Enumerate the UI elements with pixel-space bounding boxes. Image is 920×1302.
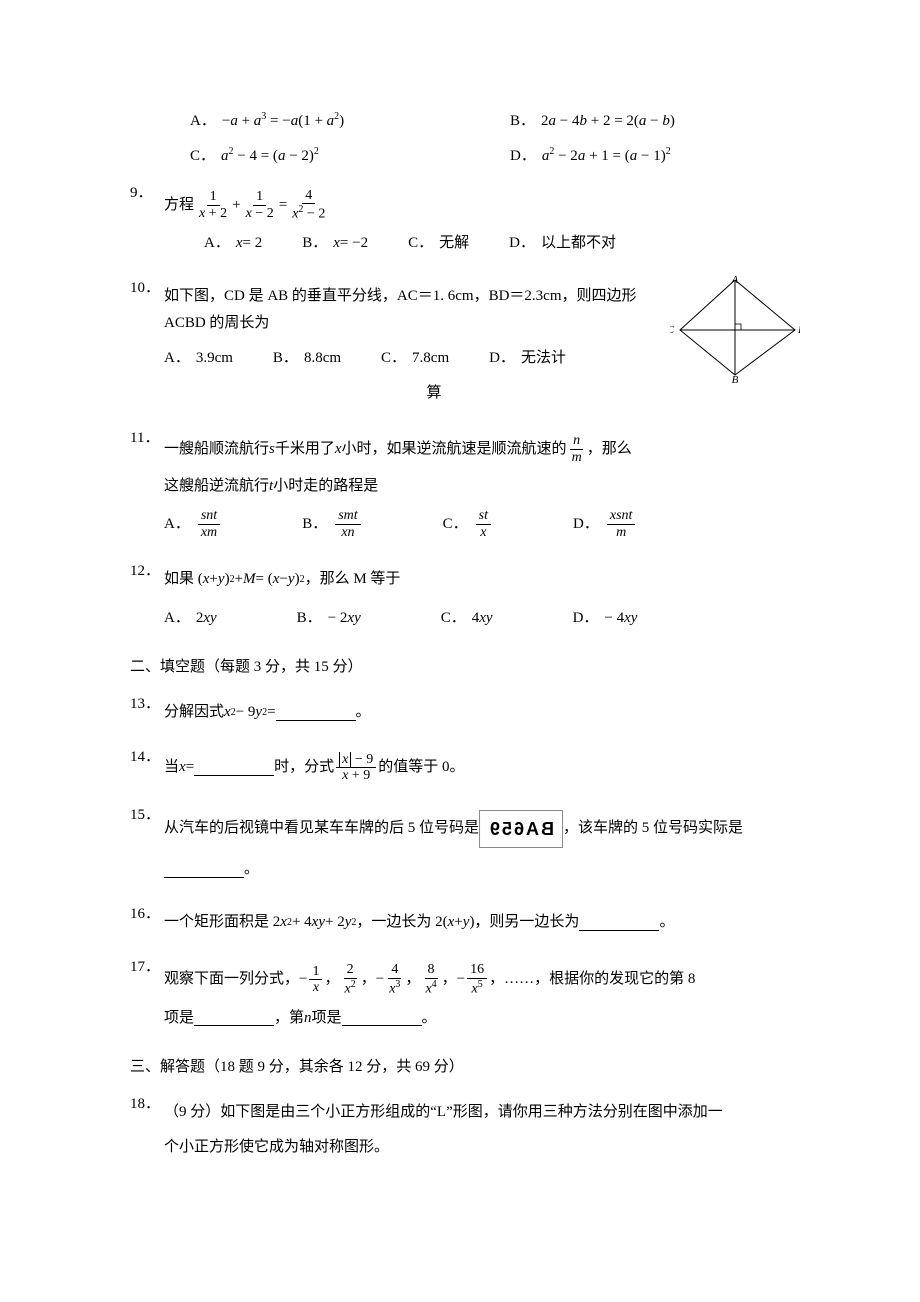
q12-options: A．2xy B．− 2xy C．4xy D．− 4xy [164,605,800,632]
q12-opt-B: B．− 2xy [297,605,361,632]
q13-blank[interactable] [276,705,356,721]
q9-frac1: 1 x + 2 [196,189,230,221]
fig-label-A: A [731,275,739,286]
q10-opt-A: A．3.9cm [164,345,233,372]
q17-blank2[interactable] [342,1010,422,1026]
q14-frac: x − 9 x + 9 [336,752,376,784]
fig-label-B: B [732,374,739,385]
section-3-title: 三、解答题（18 题 9 分，其余各 12 分，共 69 分） [130,1054,800,1081]
q8-C-expr: a2 − 4 = (a − 2)2 [221,143,319,170]
q10-num: 10． [130,275,164,302]
q9-frac2: 1 x − 2 [243,189,277,221]
q8-options-row1: A． −a + a3 = −a(1 + a2) B． 2a − 4b + 2 =… [130,108,800,135]
mirror-plate: BA659 [479,810,563,848]
q11-options: A．sntxm B．smtxn C．stx D．xsntm [164,508,800,540]
q13-num: 13． [130,691,164,718]
q17-stem1: 观察下面一列分式， − 1x， 2x2， − 4x3， 8x4， − 16x5 … [164,962,800,996]
q8-A-expr: −a + a3 = −a(1 + a2) [222,108,344,135]
q8-opt-C: C． a2 − 4 = (a − 2)2 [190,143,470,170]
q12-opt-A: A．2xy [164,605,217,632]
q10-opt-B: B．8.8cm [273,345,341,372]
q18-num: 18． [130,1091,164,1118]
q12: 12． 如果 (x + y)2 + M = (x − y)2，那么 M 等于 A… [130,558,800,640]
q8-C-label: C． [190,143,215,170]
q11-num: 11． [130,425,164,452]
fig-label-D: D [797,324,800,336]
q9-num: 9． [130,180,164,207]
q18-stem1: （9 分）如下图是由三个小正方形组成的“L”形图，请你用三种方法分别在图中添加一 [164,1099,800,1126]
q9-options: A．x = 2 B．x = −2 C．无解 D．以上都不对 [164,230,800,257]
q8-D-expr: a2 − 2a + 1 = (a − 1)2 [542,143,671,170]
q11-opt-C: C．stx [443,508,493,540]
q11-stem2: 这艘船逆流航行 t 小时走的路程是 [164,473,800,500]
q12-opt-D: D．− 4xy [573,605,638,632]
q8-opt-A: A． −a + a3 = −a(1 + a2) [190,108,470,135]
section-2-title: 二、填空题（每题 3 分，共 15 分） [130,654,800,681]
q8-opt-B: B． 2a − 4b + 2 = 2(a − b) [510,108,675,135]
q8-B-expr: 2a − 4b + 2 = 2(a − b) [541,108,675,135]
q10-D-cont: 算 [284,380,584,407]
q8-B-label: B． [510,108,535,135]
q9-opt-C: C．无解 [408,230,469,257]
q8-D-label: D． [510,143,536,170]
q14-num: 14． [130,744,164,771]
q11-opt-A: A．sntxm [164,508,222,540]
q10-opt-C: C．7.8cm [381,345,449,372]
q10-options: A．3.9cm B．8.8cm C．7.8cm D．无法计 [164,345,660,372]
rhombus-figure: A B C D [670,275,800,385]
q9-opt-B: B．x = −2 [302,230,368,257]
q15: 15． 从汽车的后视镜中看见某车车牌的后 5 位号码是 BA659 ，该车牌的 … [130,802,800,891]
q10-stem: 如下图，CD 是 AB 的垂直平分线，AC＝1. 6cm，BD＝2.3cm，则四… [164,283,660,337]
q17: 17． 观察下面一列分式， − 1x， 2x2， − 4x3， 8x4， − 1… [130,954,800,1039]
q8-options-row2: C． a2 − 4 = (a − 2)2 D． a2 − 2a + 1 = (a… [130,143,800,170]
q9-opt-A: A．x = 2 [204,230,262,257]
q11: 11． 一艘船顺流航行 s 千米用了 x 小时，如果逆流航速是顺流航速的 nm … [130,425,800,548]
q14-blank[interactable] [194,760,274,776]
q10-opt-D: D．无法计 [489,345,566,372]
q16-blank[interactable] [579,915,659,931]
q8-opt-D: D． a2 − 2a + 1 = (a − 1)2 [510,143,671,170]
q12-stem: 如果 (x + y)2 + M = (x − y)2，那么 M 等于 [164,566,800,593]
q13: 13． 分解因式 x2 − 9y2 = 。 [130,691,800,734]
q11-frac-nm: nm [569,433,585,465]
q15-blank[interactable] [164,862,244,878]
q9: 9． 方程 1 x + 2 + 1 x − 2 = 4 x2 − 2 A．x =… [130,180,800,265]
q18-stem2: 个小正方形使它成为轴对称图形。 [164,1134,800,1161]
q8-A-label: A． [190,108,216,135]
q17-blank1[interactable] [194,1010,274,1026]
q11-opt-D: D．xsntm [573,508,637,540]
q16: 16． 一个矩形面积是 2x2 + 4xy + 2y2，一边长为 2(x + y… [130,901,800,944]
q11-opt-B: B．smtxn [302,508,362,540]
q16-num: 16． [130,901,164,928]
q11-stem1: 一艘船顺流航行 s 千米用了 x 小时，如果逆流航速是顺流航速的 nm ，那么 [164,433,800,465]
q17-stem2: 项是 ，第 n 项是 。 [164,1005,800,1032]
q12-opt-C: C．4xy [441,605,493,632]
q15-num: 15． [130,802,164,829]
q12-num: 12． [130,558,164,585]
q14: 14． 当 x = 时，分式 x − 9 x + 9 的值等于 0。 [130,744,800,792]
q10: 10． A B C D 如下图，CD 是 AB 的垂直平分线，AC＝1. 6cm… [130,275,800,415]
q9-frac3: 4 x2 − 2 [289,188,328,222]
fig-label-C: C [670,324,675,336]
q18: 18． （9 分）如下图是由三个小正方形组成的“L”形图，请你用三种方法分别在图… [130,1091,800,1169]
q9-opt-D: D．以上都不对 [509,230,616,257]
q17-num: 17． [130,954,164,981]
q9-stem: 方程 1 x + 2 + 1 x − 2 = 4 x2 − 2 [164,188,800,222]
